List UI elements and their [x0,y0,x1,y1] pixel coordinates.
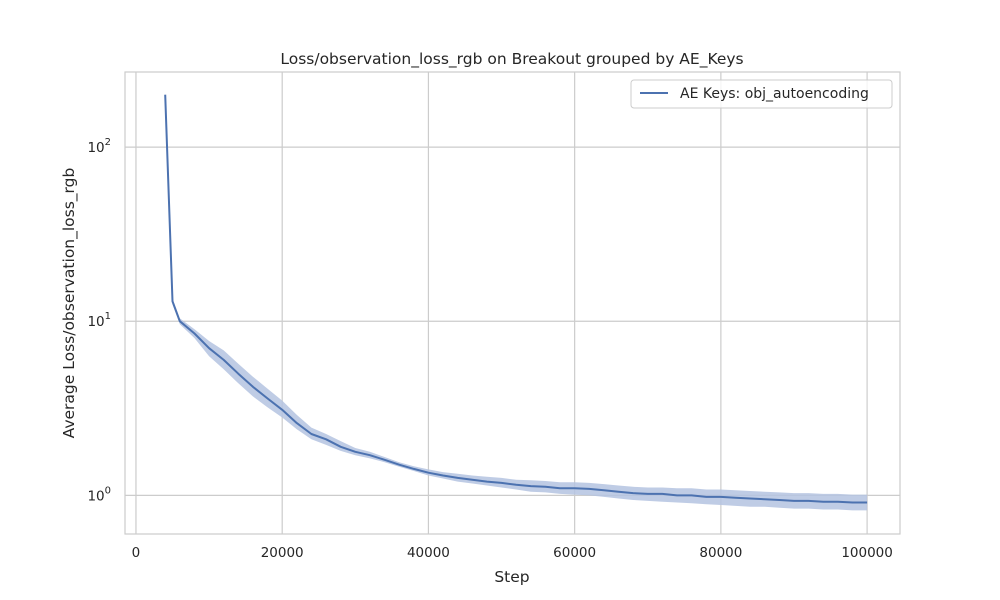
y-tick-label: 100 [87,485,111,504]
x-tick-label: 60000 [553,545,596,561]
x-tick-label: 40000 [407,545,450,561]
series-line [164,94,868,504]
legend: AE Keys: obj_autoencoding [630,79,893,109]
x-tick-label: 100000 [841,545,893,561]
y-tick-label: 102 [87,137,111,156]
x-tick-label: 80000 [699,545,742,561]
plot-frame [124,71,901,535]
x-tick-label: 0 [132,545,141,561]
tick-labels: 0 20000 40000 60000 80000 100000 100 101 102 [87,137,892,561]
chart-title: Loss/observation_loss_rgb on Breakout gr… [280,50,743,69]
y-axis-label: Average Loss/observation_loss_rgb [60,168,79,439]
y-tick-label: 101 [87,311,111,330]
x-tick-label: 20000 [261,545,304,561]
x-axis-label: Step [494,568,529,586]
plot-data [164,93,868,511]
legend-entry-label: AE Keys: obj_autoencoding [680,86,869,102]
legend-box [630,79,893,109]
